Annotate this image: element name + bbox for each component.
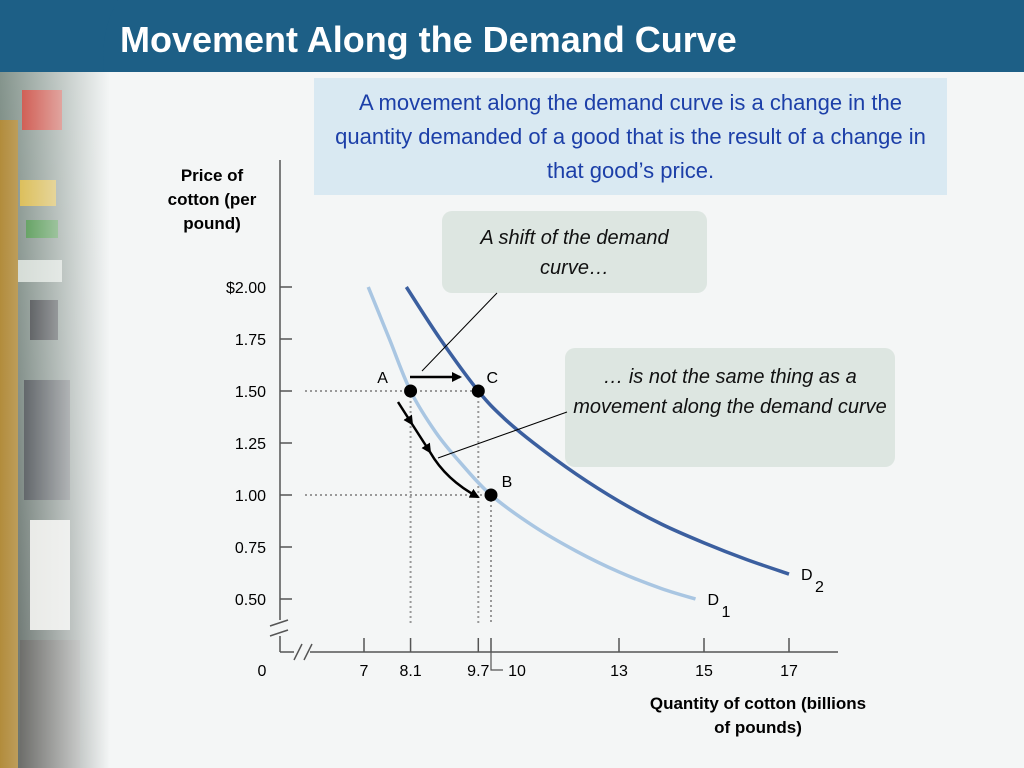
x-tick-label: 9.7: [467, 663, 489, 680]
series-label-d1: D: [708, 592, 720, 609]
point-b: [484, 488, 498, 502]
x-tick-label: 0: [258, 663, 267, 680]
series-subscript-d1: 1: [722, 604, 731, 621]
callout-shift-text: A shift of the demand curve…: [480, 227, 669, 279]
title-bar: [0, 0, 1024, 72]
x-tick-label: 8.1: [399, 663, 421, 680]
series-label-d2: D: [801, 567, 813, 584]
y-tick-label: 1.25: [235, 436, 266, 453]
definition-text: A movement along the demand curve is a c…: [335, 90, 926, 183]
x-tick-10-leader: [490, 652, 503, 671]
callout-movement-pointer: [437, 411, 568, 459]
y-tick-label: 1.50: [235, 384, 266, 401]
point-label-b: B: [502, 474, 513, 491]
y-tick-label: $2.00: [226, 280, 266, 297]
point-a: [404, 384, 418, 398]
callout-shift: A shift of the demand curve…: [442, 211, 707, 293]
definition-box: A movement along the demand curve is a c…: [314, 78, 947, 195]
callout-movement-text: … is not the same thing as a movement al…: [573, 366, 887, 418]
y-axis-label: Price of cotton (per pound): [167, 166, 257, 233]
x-tick-label: 7: [360, 663, 369, 680]
movement-arrow-3: [428, 451, 480, 499]
movement-arrow-2: [410, 423, 432, 454]
demand-curve-d2: [404, 286, 790, 576]
point-label-a: A: [377, 370, 388, 387]
street-photo: [0, 0, 110, 768]
x-tick-label: 13: [610, 663, 628, 680]
y-tick-label: 0.75: [235, 540, 266, 557]
y-tick-label: 1.75: [235, 332, 266, 349]
y-axis-break: [269, 619, 289, 637]
y-tick-label: 1.00: [235, 488, 266, 505]
callout-shift-pointer: [421, 292, 498, 372]
x-axis-label: Quantity of cotton (billions of pounds): [649, 694, 867, 737]
movement-arrow-1: [396, 401, 414, 426]
x-tick-label: 10: [508, 663, 526, 680]
x-tick-label: 15: [695, 663, 713, 680]
point-c: [471, 384, 485, 398]
x-tick-label: 17: [780, 663, 798, 680]
point-label-c: C: [487, 370, 499, 387]
slide-title: Movement Along the Demand Curve: [120, 19, 737, 60]
y-tick-label: 0.50: [235, 592, 266, 609]
callout-movement: … is not the same thing as a movement al…: [565, 348, 895, 467]
x-axis-break: [293, 643, 313, 661]
series-subscript-d2: 2: [815, 579, 824, 596]
